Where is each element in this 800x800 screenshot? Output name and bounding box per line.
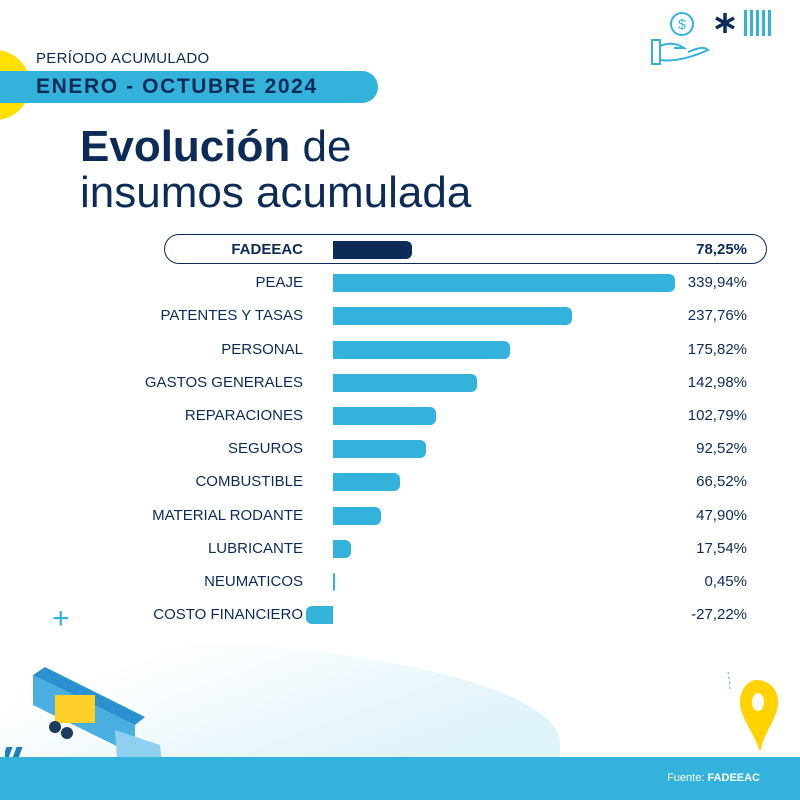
value-label: 17,54% [696,539,747,557]
bar [333,373,477,392]
category-label: PEAJE [255,274,303,292]
title-line2: insumos acumulada [80,168,472,217]
value-label: 142,98% [687,373,747,391]
value-label: 175,82% [687,340,747,358]
category-label: SEGUROS [227,440,303,458]
bar [333,407,437,425]
category-label: COSTO FINANCIERO [153,606,303,624]
plus-icon: + [52,602,70,635]
value-label: 102,79% [687,407,747,424]
value-label: 237,76% [687,307,747,325]
bar [333,539,351,558]
value-label: 92,52% [696,440,747,458]
title-rest: de [290,122,352,171]
stripes-icon [744,10,771,36]
value-label: 78,25% [696,241,747,258]
bar [333,573,335,591]
bar [333,274,675,293]
period-label: PERÍODO ACUMULADO [36,50,210,67]
value-label: 339,94% [687,274,747,292]
highlight-row-frame [164,234,767,264]
asterisk-icon [715,13,735,33]
title-bold: Evolución [80,122,291,171]
bar [305,606,333,625]
page-title: Evolución de insumos acumulada [80,124,471,216]
category-label: PATENTES Y TASAS [160,307,303,325]
source-prefix: Fuente: [667,772,708,784]
source-note: Fuente: FADEEAC [667,772,760,784]
value-label: 0,45% [704,573,747,590]
period-badge: ENERO - OCTUBRE 2024 [0,71,378,103]
bar [333,340,510,359]
bar [333,506,382,525]
value-label: -27,22% [691,606,747,624]
category-label: MATERIAL RODANTE [152,506,303,524]
category-label: REPARACIONES [184,407,303,424]
category-label: PERSONAL [221,340,303,358]
svg-text:$: $ [678,16,686,32]
map-pin-icon [727,671,778,752]
bar [333,473,400,492]
value-label: 66,52% [696,473,747,491]
bar [333,440,426,459]
category-label: GASTOS GENERALES [144,373,303,391]
hand-dollar-icon: $ [651,12,710,65]
bar [333,307,572,326]
category-label: LUBRICANTE [207,539,303,557]
source-name: FADEEAC [707,772,760,784]
category-label: COMBUSTIBLE [195,473,303,491]
footer-bar [0,757,800,800]
bar [333,241,412,259]
value-label: 47,90% [696,506,747,524]
category-label: FADEEAC [231,241,303,258]
category-label: NEUMATICOS [204,573,303,590]
